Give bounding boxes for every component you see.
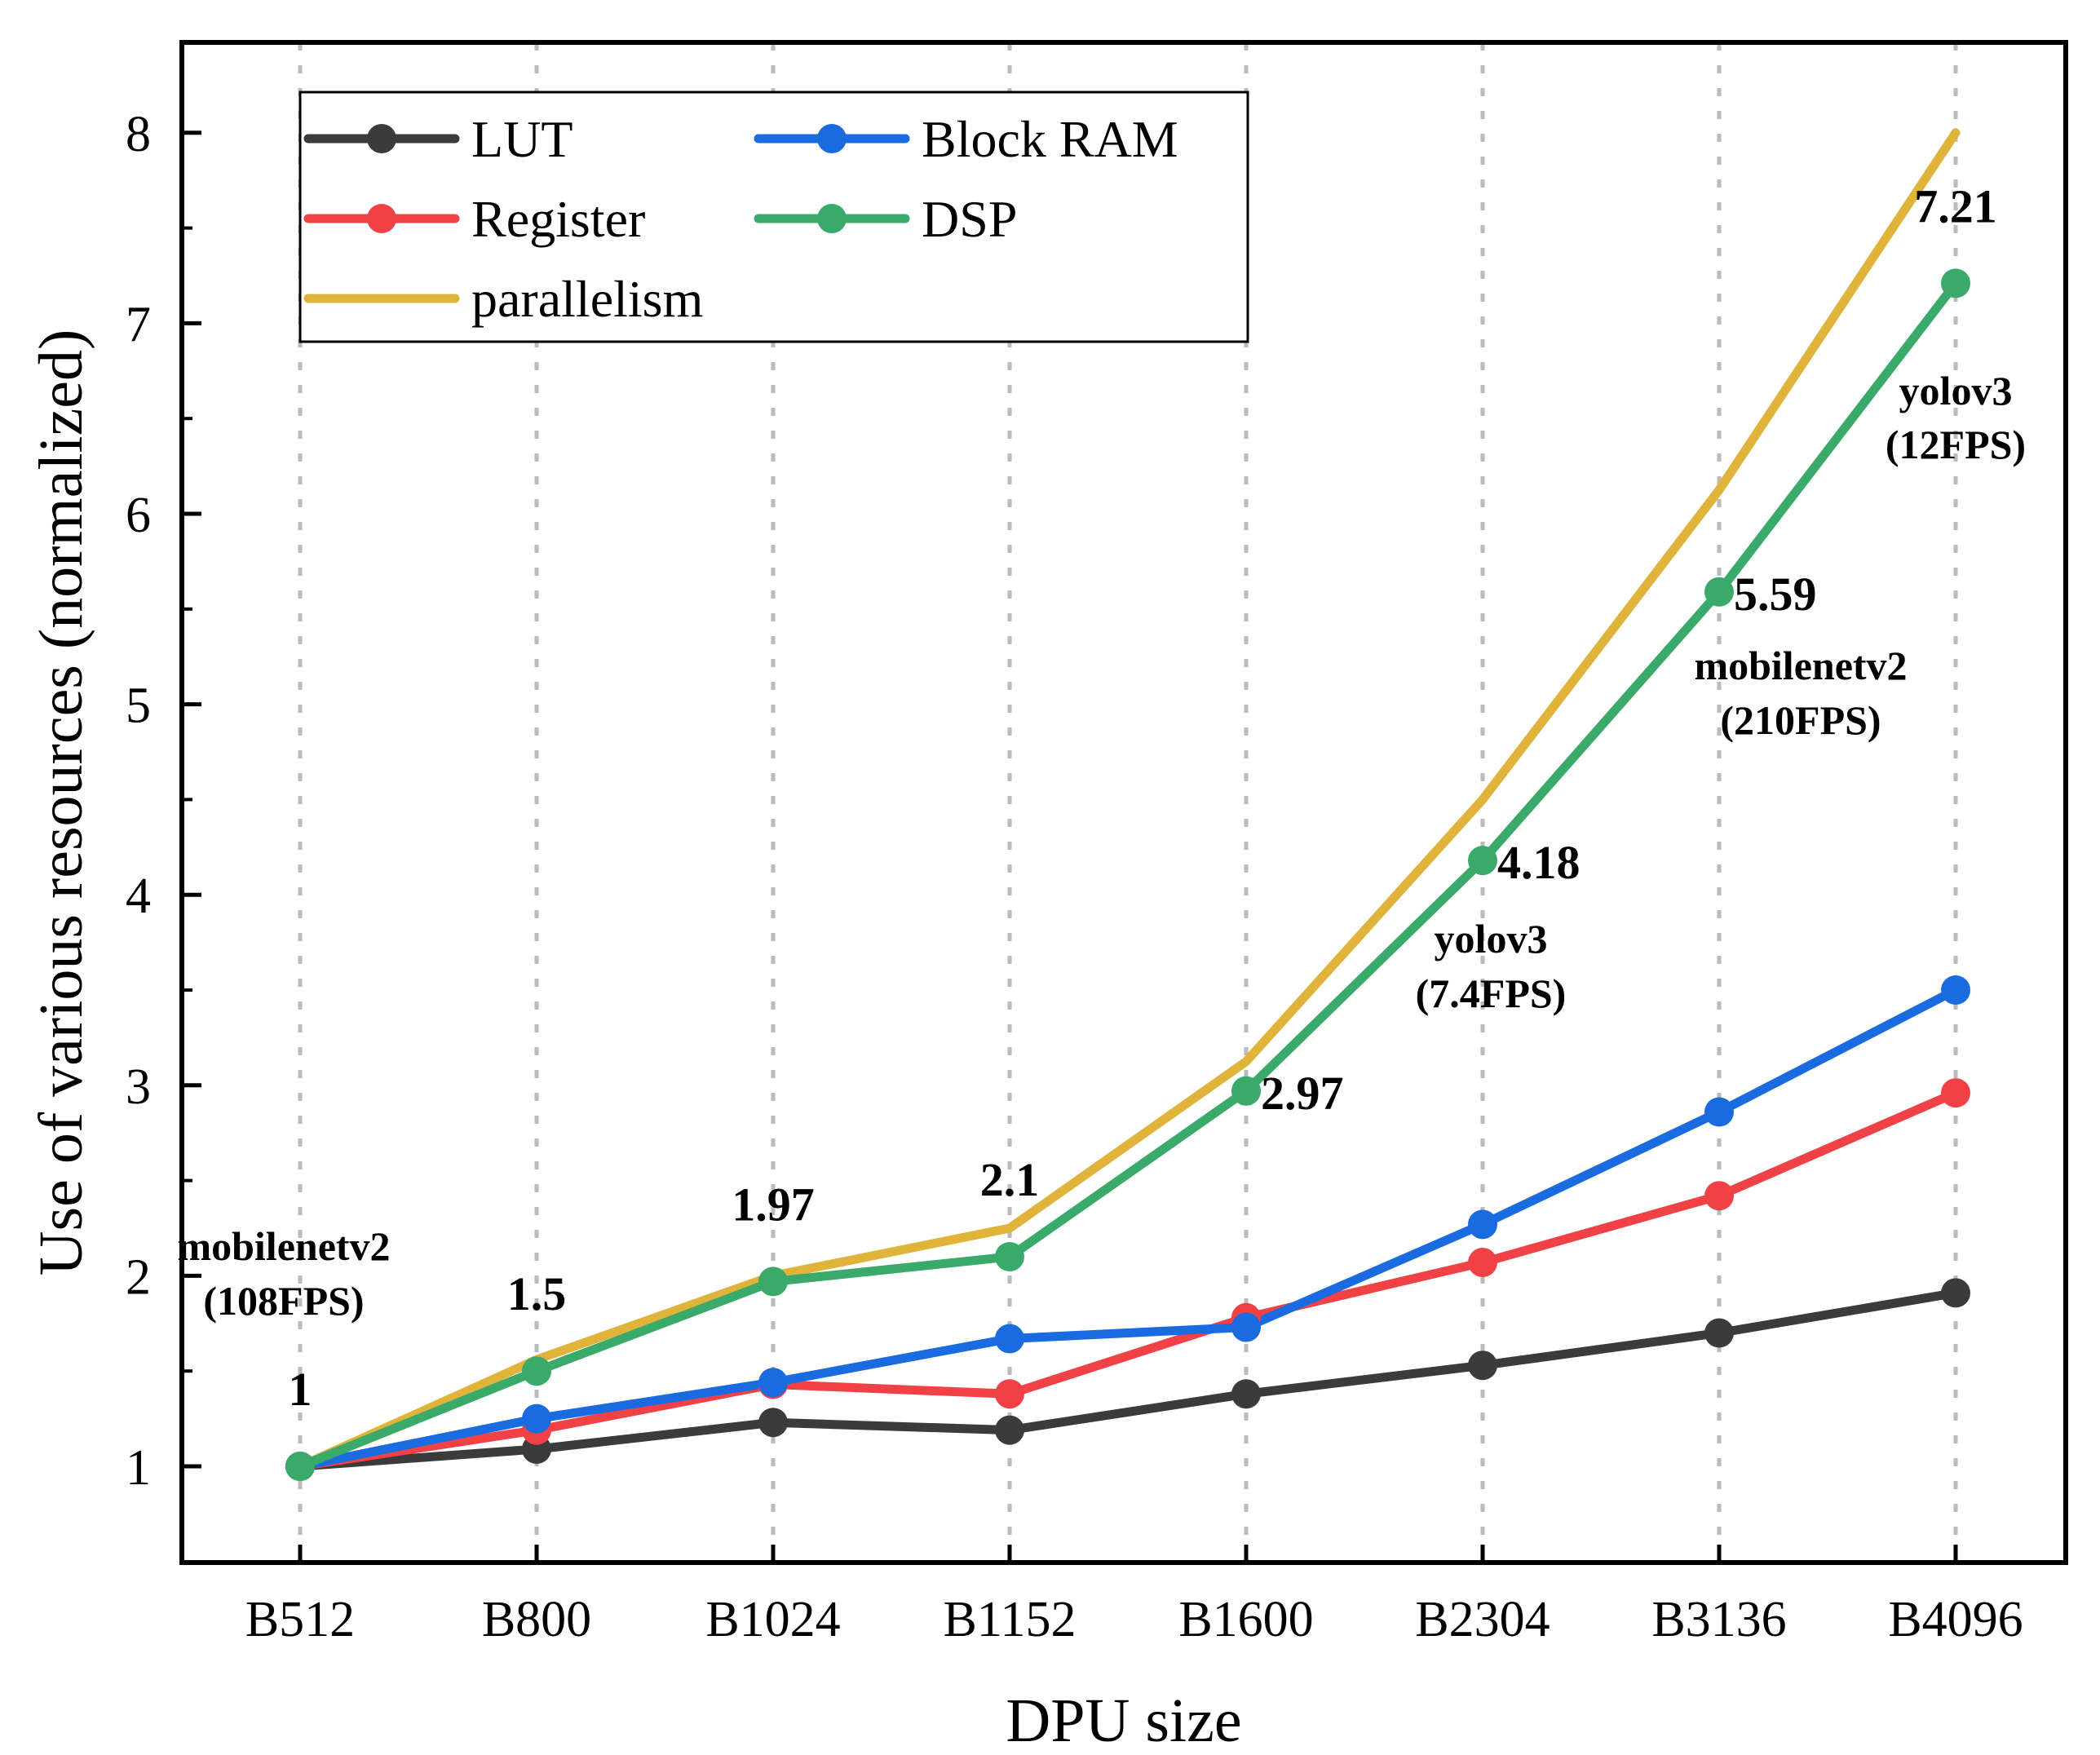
annotation-text: mobilenetv2 <box>177 1223 390 1269</box>
x-tick-label: B1600 <box>1178 1592 1313 1647</box>
y-axis-title: Use of various resources (normalized) <box>27 329 95 1276</box>
legend-label-block-ram: Block RAM <box>922 110 1178 168</box>
y-tick-label: 3 <box>126 1059 151 1115</box>
point-dsp <box>995 1242 1024 1272</box>
point-dsp <box>758 1267 788 1297</box>
legend-marker-lut <box>367 124 396 153</box>
data-label: 2.1 <box>980 1153 1040 1206</box>
y-tick-label: 7 <box>126 297 151 352</box>
point-lut <box>1468 1351 1497 1381</box>
series-line-register <box>295 1088 1961 1471</box>
point-block-ram <box>1941 975 1970 1005</box>
x-tick-label: B2304 <box>1415 1592 1550 1647</box>
point-dsp <box>285 1452 315 1481</box>
annotation-text: (108FPS) <box>203 1278 364 1324</box>
point-lut <box>1941 1278 1970 1308</box>
data-label: 1 <box>289 1363 312 1416</box>
axis-ticks: B512 B800 B1024 B1152 B1600 B2304 B3136 B4096 1 2… <box>126 107 2023 1647</box>
point-block-ram <box>1468 1209 1497 1240</box>
data-label: 1.97 <box>732 1178 815 1231</box>
point-lut <box>1704 1318 1734 1348</box>
point-block-ram <box>995 1324 1024 1354</box>
annotations: mobilenetv2 (108FPS) yolov3 (7.4FPS) mobilen… <box>177 368 2026 1324</box>
y-tick-label: 2 <box>126 1249 151 1305</box>
legend-marker-block-ram <box>817 124 847 153</box>
point-lut <box>1231 1379 1261 1409</box>
point-block-ram <box>758 1368 788 1398</box>
y-tick-label: 5 <box>126 679 151 734</box>
point-block-ram <box>1704 1097 1734 1127</box>
point-dsp <box>1704 577 1734 607</box>
x-tick-label: B3136 <box>1651 1592 1786 1647</box>
y-tick-label: 4 <box>126 869 151 924</box>
point-dsp <box>1941 268 1970 298</box>
annotation-text: (12FPS) <box>1886 422 2026 467</box>
point-register <box>995 1379 1024 1409</box>
legend-label-register: Register <box>471 190 645 248</box>
point-block-ram <box>1231 1312 1261 1342</box>
series-line-dsp <box>295 278 1961 1471</box>
y-tick-label: 6 <box>126 488 151 543</box>
data-label: 1.5 <box>507 1267 567 1320</box>
data-label: 4.18 <box>1497 836 1581 889</box>
legend-label-parallelism: parallelism <box>471 270 703 328</box>
legend-label-dsp: DSP <box>922 190 1017 248</box>
series-markers <box>285 268 1970 1481</box>
annotation-text: yolov3 <box>1899 368 2013 413</box>
legend-label-lut: LUT <box>471 110 573 168</box>
x-tick-label: B1024 <box>705 1592 840 1647</box>
x-tick-label: B1152 <box>943 1592 1076 1647</box>
point-block-ram <box>522 1404 551 1434</box>
point-dsp <box>1468 846 1497 876</box>
point-lut <box>758 1408 788 1438</box>
annotation-text: (210FPS) <box>1720 697 1881 743</box>
data-label: 7.21 <box>1914 179 1997 232</box>
annotation-text: (7.4FPS) <box>1416 970 1567 1016</box>
plot-frame <box>179 40 2068 1565</box>
point-register <box>1704 1181 1734 1211</box>
y-tick-label: 8 <box>126 107 151 162</box>
series-line-parallelism <box>295 128 1961 1471</box>
x-tick-label: B4096 <box>1888 1592 2023 1647</box>
legend: LUT Block RAM Register DSP parallelism <box>298 91 1249 343</box>
data-labels: 1 1.5 1.97 2.1 2.97 4.18 5.59 7.21 <box>289 179 1997 1416</box>
y-tick-label: 1 <box>126 1440 151 1496</box>
x-tick-label: B800 <box>482 1592 591 1647</box>
data-label: 2.97 <box>1261 1067 1344 1120</box>
legend-marker-dsp <box>817 204 847 233</box>
data-label: 5.59 <box>1734 568 1817 621</box>
annotation-text: yolov3 <box>1435 916 1548 961</box>
x-tick-label: B512 <box>245 1592 355 1647</box>
series-line-block-ram <box>295 985 1961 1471</box>
point-register <box>1468 1248 1497 1278</box>
point-register <box>1941 1078 1970 1108</box>
series-lines <box>295 128 1961 1471</box>
point-lut <box>995 1415 1024 1445</box>
point-dsp <box>1231 1076 1261 1106</box>
point-dsp <box>522 1356 551 1386</box>
series-line-lut <box>295 1288 1961 1471</box>
annotation-text: mobilenetv2 <box>1694 643 1907 688</box>
x-axis-title: DPU size <box>1006 1686 1241 1755</box>
legend-marker-register <box>367 204 396 233</box>
